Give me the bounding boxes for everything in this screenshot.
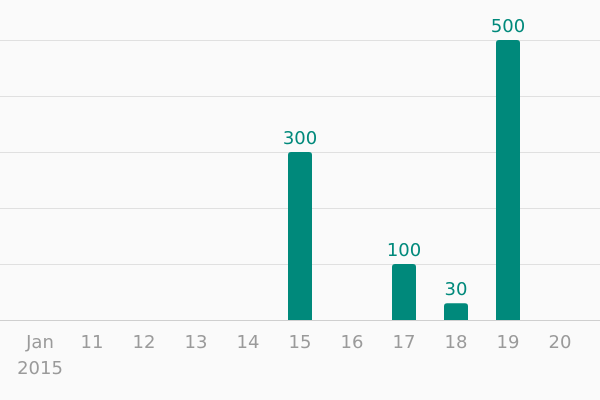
- x-tick-label: 12: [133, 332, 156, 353]
- x-tick-year-label: 2015: [17, 358, 63, 379]
- x-tick-label: 18: [445, 332, 468, 353]
- x-axis: Jan 2015 11 12 13 14 15 16 17 18 19 20: [17, 332, 571, 379]
- x-tick-label: Jan: [25, 332, 54, 353]
- data-label: 500: [491, 16, 525, 37]
- bar[interactable]: [392, 264, 416, 320]
- x-tick-label: 13: [185, 332, 208, 353]
- x-tick-label: 11: [81, 332, 104, 353]
- data-label: 30: [445, 279, 468, 300]
- x-tick-label: 20: [549, 332, 572, 353]
- data-label-layer: 300 100 30 500: [283, 16, 525, 300]
- x-tick-label: 19: [497, 332, 520, 353]
- bar[interactable]: [444, 303, 468, 320]
- x-tick-label: 15: [289, 332, 312, 353]
- data-label: 300: [283, 128, 317, 149]
- data-label: 100: [387, 240, 421, 261]
- bar[interactable]: [288, 152, 312, 320]
- x-tick-label: 17: [393, 332, 416, 353]
- bar[interactable]: [496, 40, 520, 320]
- x-tick-label: 14: [237, 332, 260, 353]
- x-tick-label: 16: [341, 332, 364, 353]
- bar-layer: [288, 40, 520, 320]
